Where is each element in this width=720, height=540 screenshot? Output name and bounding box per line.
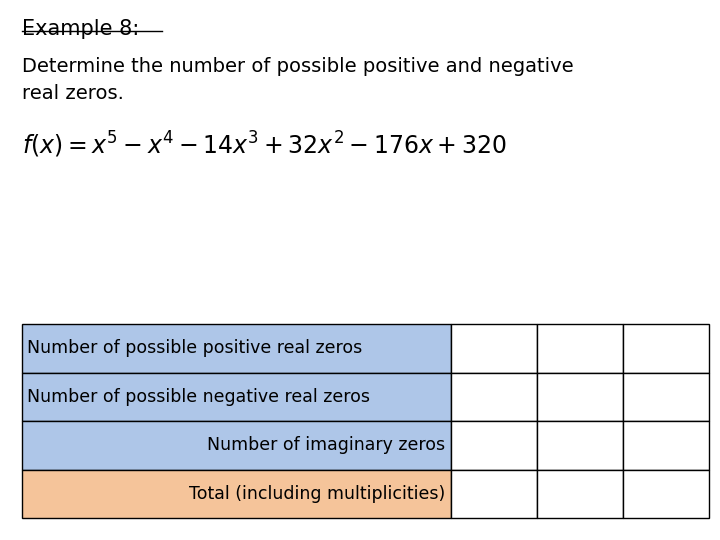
Text: Example 8:: Example 8: bbox=[22, 19, 139, 39]
Bar bbox=[451, 421, 537, 470]
Text: Number of possible negative real zeros: Number of possible negative real zeros bbox=[27, 388, 370, 406]
Text: Determine the number of possible positive and negative: Determine the number of possible positiv… bbox=[22, 57, 573, 76]
Bar bbox=[624, 324, 709, 373]
Bar bbox=[537, 421, 624, 470]
Bar bbox=[624, 470, 709, 518]
Bar bbox=[22, 421, 451, 470]
Bar bbox=[537, 373, 624, 421]
Text: Number of imaginary zeros: Number of imaginary zeros bbox=[207, 436, 446, 455]
Text: real zeros.: real zeros. bbox=[22, 84, 123, 103]
Bar bbox=[537, 324, 624, 373]
Text: $f(x) = x^5 - x^4 - 14x^3 + 32x^2 - 176x + 320$: $f(x) = x^5 - x^4 - 14x^3 + 32x^2 - 176x… bbox=[22, 130, 506, 160]
Bar bbox=[451, 373, 537, 421]
Bar bbox=[624, 421, 709, 470]
Bar bbox=[451, 470, 537, 518]
Text: Number of possible positive real zeros: Number of possible positive real zeros bbox=[27, 339, 363, 357]
Text: Total (including multiplicities): Total (including multiplicities) bbox=[189, 485, 446, 503]
Bar bbox=[22, 470, 451, 518]
Bar bbox=[22, 324, 451, 373]
Bar bbox=[451, 324, 537, 373]
Bar bbox=[624, 373, 709, 421]
Bar bbox=[22, 373, 451, 421]
Bar bbox=[537, 470, 624, 518]
